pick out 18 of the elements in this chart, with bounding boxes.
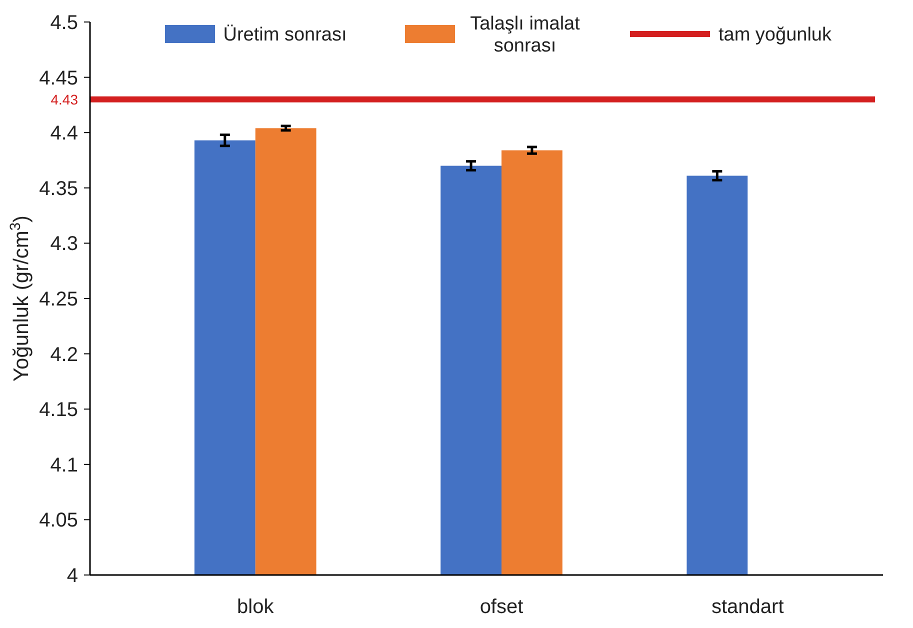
x-tick-label: standart bbox=[711, 596, 784, 618]
y-tick-label: 4.35 bbox=[39, 178, 78, 200]
y-tick-label: 4.5 bbox=[50, 12, 78, 34]
y-tick-label: 4 bbox=[66, 565, 78, 587]
legend-label: tam yoğunluk bbox=[718, 24, 832, 46]
x-tick-label: blok bbox=[237, 596, 275, 618]
y-tick-label: 4.05 bbox=[39, 510, 78, 532]
legend-label: Talaşlı imalat sonrası bbox=[470, 14, 581, 56]
y-tick-label: 4.15 bbox=[39, 399, 78, 422]
legend-label: Üretim sonrası bbox=[223, 24, 347, 46]
y-tick-label: 4.4 bbox=[50, 122, 78, 145]
y-tick-label: 4.2 bbox=[50, 344, 78, 366]
y-tick-label: 4.45 bbox=[39, 67, 78, 90]
y-tick-label: 4.25 bbox=[39, 288, 78, 310]
text: 4.43 bbox=[50, 91, 78, 108]
y-tick-label: 4.3 bbox=[50, 233, 78, 256]
x-tick-label: ofset bbox=[480, 596, 524, 618]
y-tick-label: 4.1 bbox=[50, 454, 78, 476]
